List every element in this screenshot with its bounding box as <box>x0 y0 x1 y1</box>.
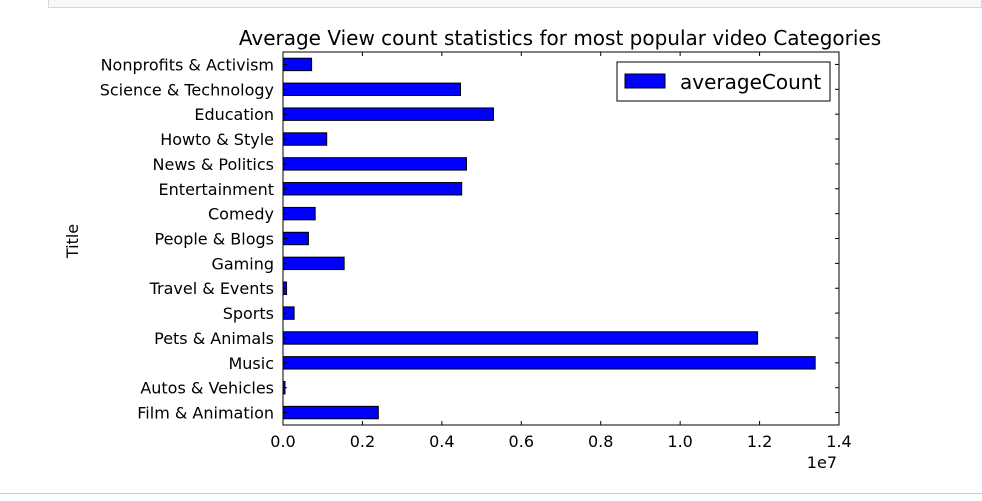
y-tick-label: News & Politics <box>153 155 275 174</box>
x-tick-label: 0.0 <box>270 432 295 451</box>
bar <box>282 256 345 271</box>
y-axis-label: Title <box>63 224 82 259</box>
x-tick-label: 0.2 <box>350 432 375 451</box>
x-tick-label: 0.8 <box>588 432 613 451</box>
y-tick-label: Howto & Style <box>160 130 274 149</box>
y-tick-label: Sports <box>223 304 274 323</box>
x-axis-offset-label: 1e7 <box>807 453 837 472</box>
bar <box>282 405 379 420</box>
y-tick-label: Nonprofits & Activism <box>101 55 274 74</box>
bar <box>282 206 316 221</box>
y-tick-label: Education <box>194 105 274 124</box>
x-tick-label: 0.6 <box>509 432 534 451</box>
x-tick-label: 1.0 <box>667 432 692 451</box>
bar <box>282 331 759 345</box>
x-tick-label: 0.4 <box>429 432 454 451</box>
y-tick-label: Science & Technology <box>100 80 274 99</box>
y-tick-label: Autos & Vehicles <box>140 379 274 398</box>
y-tick-label: Travel & Events <box>149 279 274 298</box>
y-tick-label: Entertainment <box>159 180 274 199</box>
legend: averageCount <box>616 61 831 102</box>
bar <box>282 157 467 171</box>
y-tick-label: Pets & Animals <box>154 329 274 348</box>
bar <box>282 57 313 72</box>
bar <box>282 132 328 146</box>
legend-swatch <box>624 73 666 89</box>
notebook-cell-divider <box>0 493 982 494</box>
plot-frame <box>282 51 840 426</box>
bar <box>282 82 462 97</box>
y-tick-label: Music <box>228 354 274 373</box>
bar <box>282 107 494 121</box>
y-tick-label: Gaming <box>211 254 274 273</box>
y-tick-label: Film & Animation <box>137 404 274 423</box>
y-tick-label: People & Blogs <box>154 230 274 249</box>
chart-title: Average View count statistics for most p… <box>239 26 881 50</box>
bar <box>282 182 463 196</box>
x-tick-label: 1.2 <box>747 432 772 451</box>
x-tick-label: 1.4 <box>826 432 851 451</box>
legend-label: averageCount <box>680 70 821 94</box>
bar <box>282 356 816 370</box>
y-tick-label: Comedy <box>208 205 274 224</box>
